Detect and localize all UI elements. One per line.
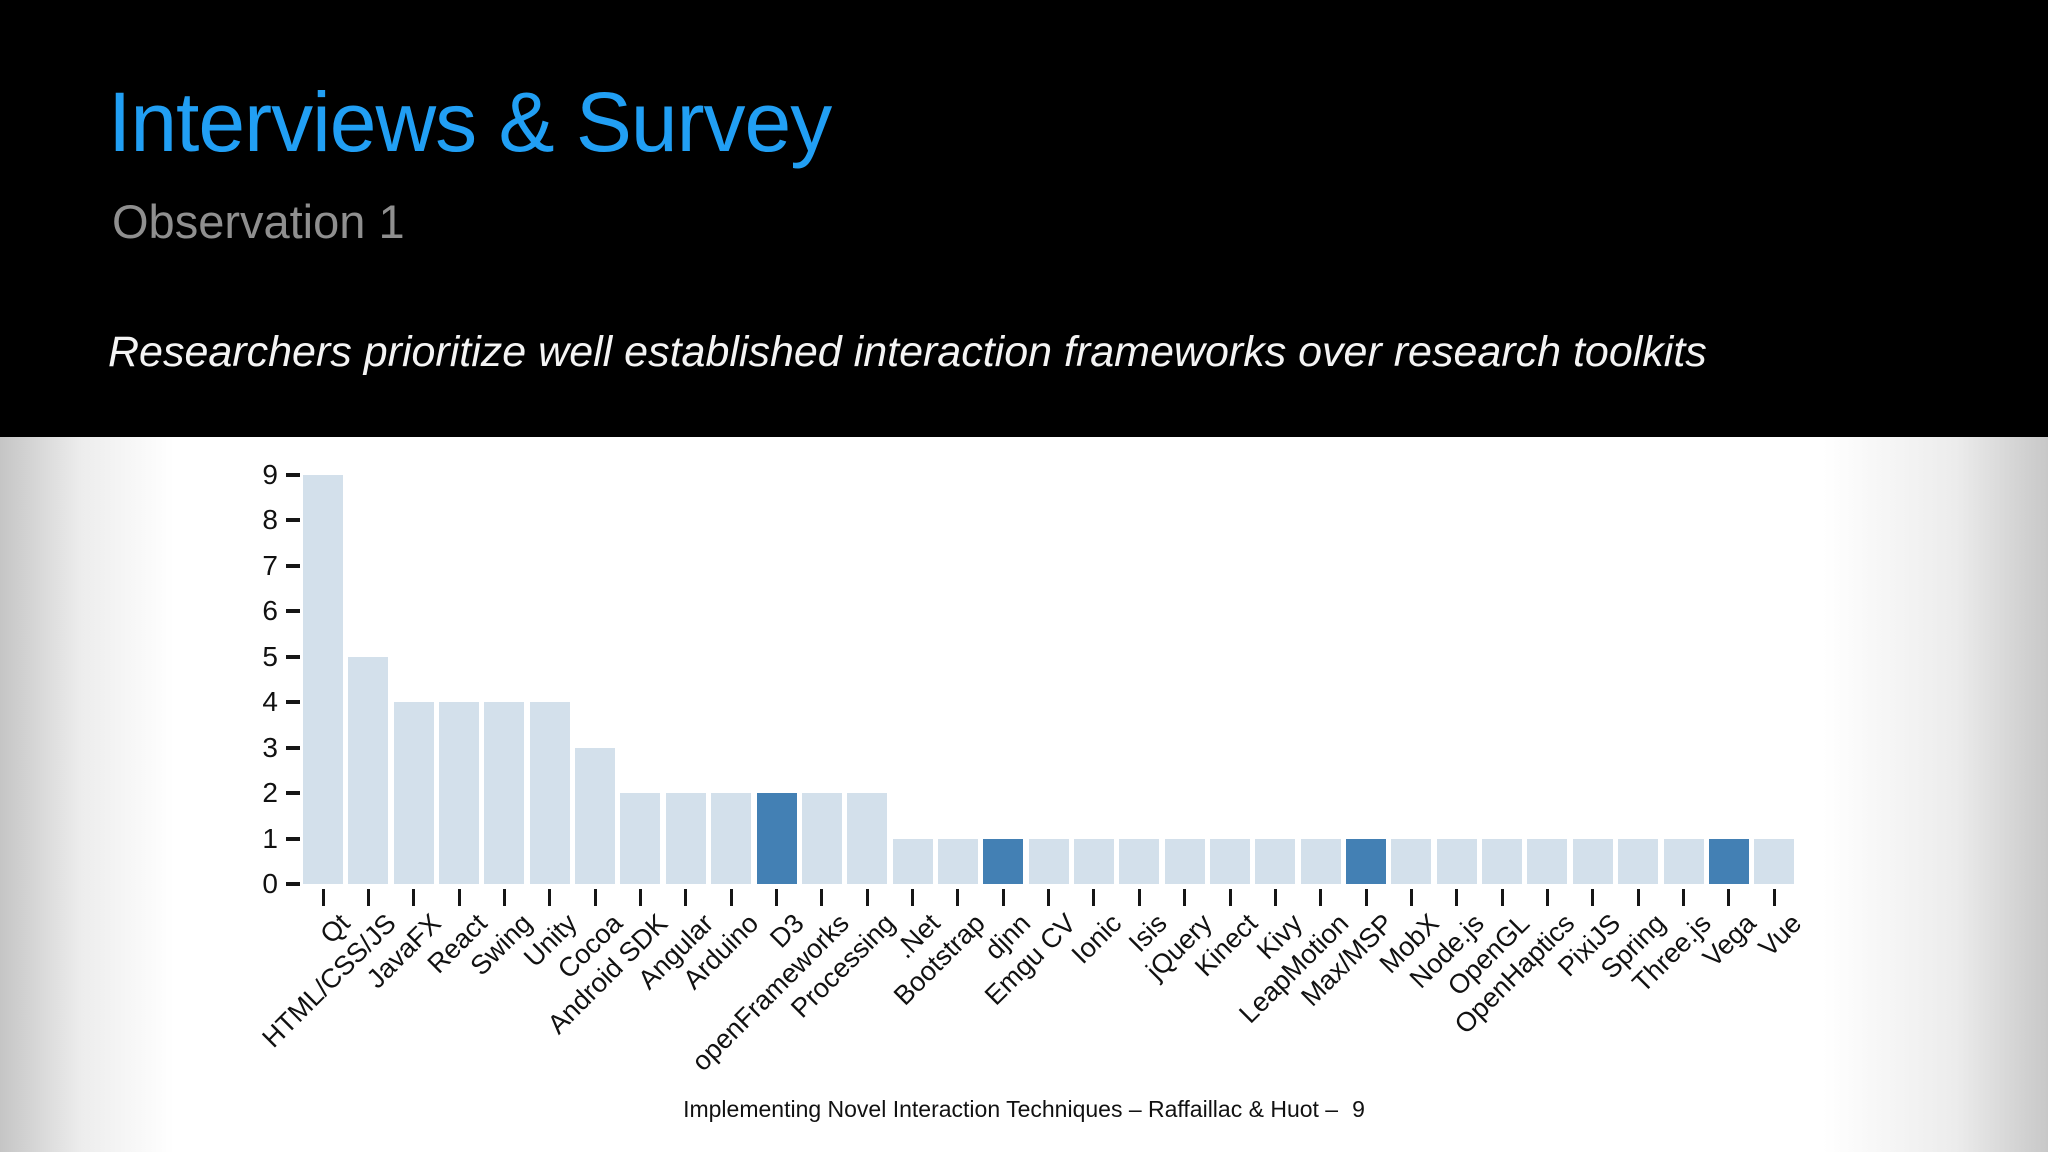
x-tick-mark [775,889,778,906]
y-tick-mark [286,472,300,477]
y-tick-label: 2 [262,777,278,809]
bar [1346,838,1387,884]
x-tick-mark [956,889,960,906]
bar [439,702,480,884]
x-tick-mark [865,889,869,906]
x-tick-label: Ionic [1065,908,1128,970]
x-tick-mark [366,889,370,906]
x-tick-mark [911,889,915,906]
x-tick-mark [1228,889,1232,906]
bar [1164,838,1205,884]
y-tick-mark [286,791,300,796]
bar [1663,838,1704,884]
x-tick-mark [1455,889,1459,906]
bar [983,838,1024,884]
y-tick-label: 1 [262,822,278,854]
bar [575,747,616,884]
bar [1391,838,1432,884]
x-tick-mark [638,889,642,906]
x-tick-mark [820,889,824,906]
x-tick-mark [1772,889,1776,906]
footer-credit: Implementing Novel Interaction Technique… [0,1096,2048,1123]
bar [711,793,752,884]
bar [937,838,978,884]
y-tick-mark [286,609,300,614]
x-tick-mark [729,889,733,906]
y-tick-mark [286,836,300,841]
y-tick-label: 6 [262,595,278,627]
bar [1073,838,1114,884]
x-tick-mark [1273,889,1277,906]
x-tick-mark [1682,889,1685,906]
x-tick-mark [502,889,506,906]
x-tick-mark [1183,889,1187,906]
x-tick-mark [1727,889,1731,906]
bar [1210,838,1250,884]
bar [1436,838,1477,884]
page-number: 9 [1352,1096,1365,1122]
y-tick-mark [286,745,300,750]
bar [1300,838,1341,884]
y-tick-mark [286,700,300,705]
bar [1255,838,1296,884]
bar [847,793,888,884]
y-tick-label: 7 [262,549,278,581]
x-tick-mark [412,889,416,906]
x-tick-mark [1636,889,1640,906]
page-title: Interviews & Survey [108,75,832,169]
x-tick-mark [1001,889,1005,906]
y-tick-label: 4 [262,686,278,718]
y-tick-mark [286,882,300,886]
bar [1708,838,1749,884]
bar [801,793,842,884]
y-tick-mark [286,518,300,523]
x-tick-mark [1500,889,1504,906]
bar [1119,838,1160,884]
x-tick-mark [684,889,688,906]
bar [1028,838,1069,884]
y-tick-label: 9 [262,458,278,490]
x-tick-mark [1047,889,1051,906]
x-tick-mark [593,889,597,906]
observation-statement: Researchers prioritize well established … [108,328,1707,376]
x-tick-mark [1092,889,1096,906]
bar [1754,838,1795,884]
x-tick-mark [321,889,325,906]
x-tick-mark [1364,889,1368,906]
footer-text: Implementing Novel Interaction Technique… [683,1096,1339,1122]
bar [529,702,570,884]
bar [303,474,343,884]
bar [756,793,797,884]
y-tick-label: 8 [262,504,278,536]
x-tick-mark [1409,889,1413,906]
y-tick-mark [286,563,300,568]
bar [892,838,933,884]
x-tick-mark [457,889,461,906]
bar [484,702,525,884]
x-tick-mark [1545,889,1549,906]
bar [1527,838,1568,884]
page-subtitle: Observation 1 [112,195,405,248]
y-tick-label: 3 [262,731,278,763]
bar [1482,838,1523,884]
x-tick-mark [1591,889,1595,906]
bar [620,793,661,884]
x-tick-label: Vue [1752,908,1808,963]
bar [348,656,389,884]
slide-header: Interviews & Survey Observation 1 Resear… [0,0,2048,437]
bar [665,793,706,884]
y-tick-mark [286,654,300,659]
x-tick-mark [1319,889,1323,906]
y-tick-label: 5 [262,640,278,672]
bar [1618,838,1659,884]
x-tick-mark [548,889,552,906]
bar [1572,838,1613,884]
y-tick-label: 0 [262,868,278,899]
bar [393,702,434,884]
x-tick-mark [1137,889,1141,906]
